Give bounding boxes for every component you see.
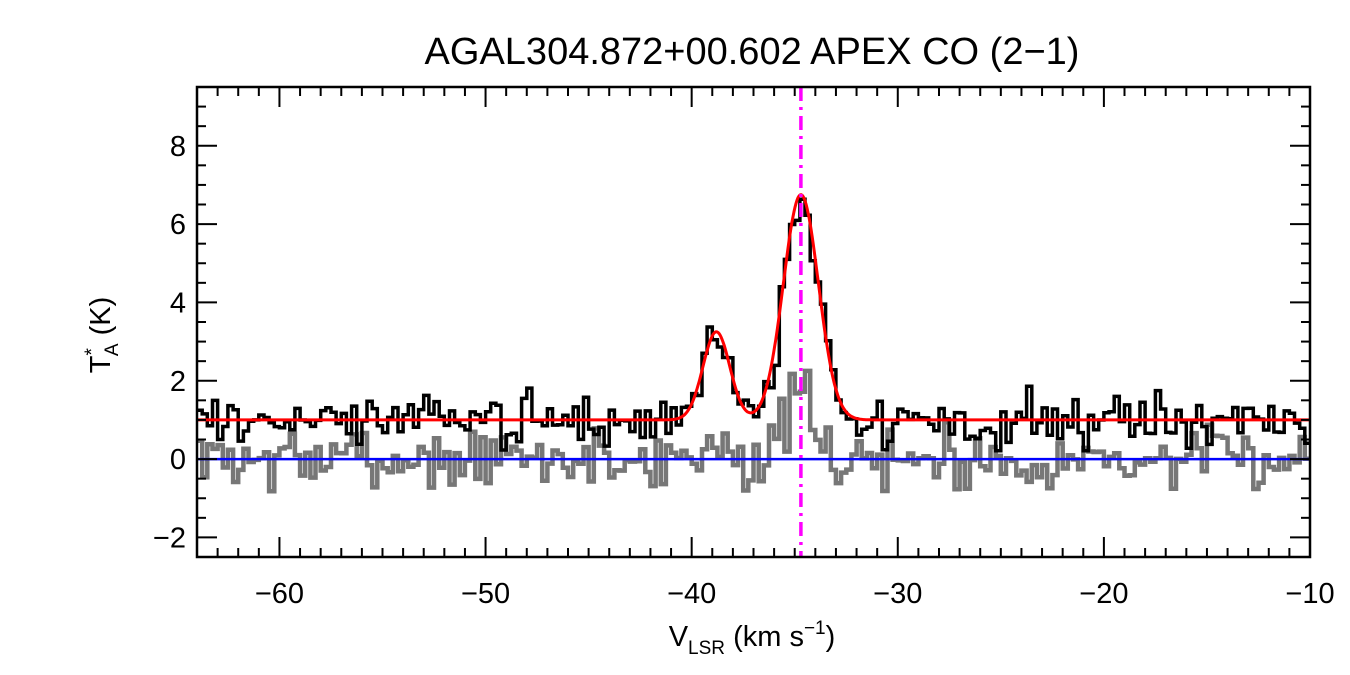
y-tick-label: 4 <box>170 287 186 319</box>
x-tick-label: −10 <box>1285 578 1334 610</box>
y-axis-label: T*A (K) <box>82 297 123 374</box>
y-tick-label: 0 <box>170 444 186 476</box>
y-axis-label-sub: A <box>102 343 123 356</box>
y-axis-label-sup: * <box>82 348 103 356</box>
x-axis-label-sup: −1 <box>804 618 826 639</box>
plot-clip-group <box>197 87 1310 557</box>
chart-title: AGAL304.872+00.602 APEX CO (2−1) <box>425 31 1080 73</box>
residual-spectrum-line <box>197 368 1310 494</box>
y-tick-label: −2 <box>153 522 186 554</box>
y-tick-label: 6 <box>170 209 186 241</box>
x-axis-label-sub: LSR <box>688 638 725 659</box>
y-axis-label-unit: (K) <box>85 297 117 344</box>
plot-area <box>197 87 1310 557</box>
x-axis-label-unit: (km s <box>725 621 804 653</box>
y-axis-label-main: T <box>85 355 117 373</box>
y-tick-label: 8 <box>170 131 186 163</box>
x-axis-label-main: V <box>669 621 689 653</box>
x-axis-label: VLSR (km s−1) <box>669 618 836 659</box>
gaussian-fit-line <box>197 193 1310 422</box>
x-tick-label: −20 <box>1079 578 1128 610</box>
y-tick-label: 2 <box>170 366 186 398</box>
x-axis-label-unit-end: ) <box>826 621 836 653</box>
x-tick-label: −30 <box>873 578 922 610</box>
x-tick-label: −60 <box>255 578 304 610</box>
x-tick-label: −50 <box>461 578 510 610</box>
x-tick-label: −40 <box>667 578 716 610</box>
plot-frame <box>195 85 1312 559</box>
